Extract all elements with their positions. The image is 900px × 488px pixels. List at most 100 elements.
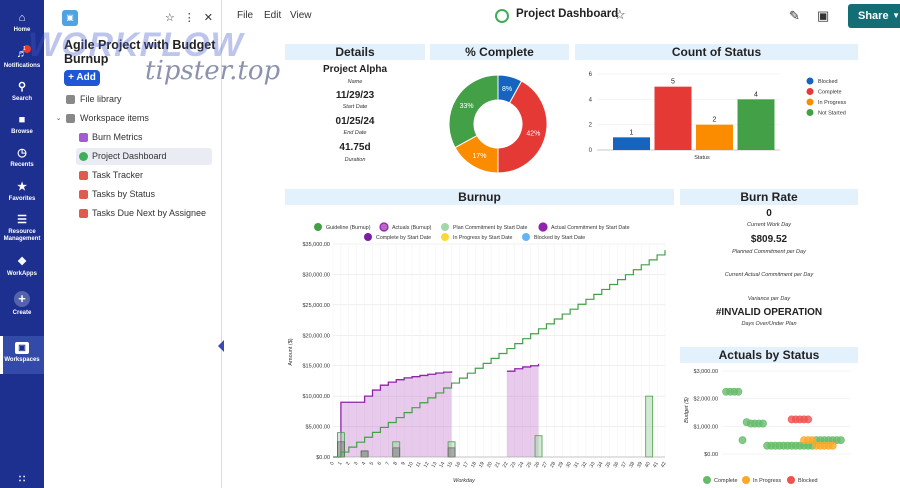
- scatter-point-complete: [824, 436, 833, 445]
- chevron-down-icon[interactable]: ▼: [892, 11, 900, 20]
- current-actual-commitment-label: Current Actual Commitment per Day: [724, 272, 814, 278]
- y-axis-label: Budget ($): [684, 397, 690, 423]
- x-tick-label: 2: [345, 461, 352, 467]
- legend-label: Complete: [714, 478, 738, 484]
- x-tick-label: 35: [604, 461, 612, 469]
- sidebar-item-tasks-by-status[interactable]: Tasks by Status: [44, 186, 214, 203]
- x-tick-label: 24: [517, 461, 525, 469]
- x-axis-label: Status: [694, 155, 710, 161]
- x-tick-label: 4: [361, 461, 368, 467]
- pie-label: 42%: [526, 131, 540, 138]
- legend-label: Actual Commitment by Start Date: [551, 225, 630, 231]
- x-tick-label: 39: [636, 461, 644, 469]
- search-icon: ⚲: [17, 81, 27, 93]
- scatter-point-in-progress: [812, 441, 821, 450]
- favorite-star-icon[interactable]: ☆: [164, 12, 175, 24]
- sheet-icon: [79, 209, 88, 218]
- y-tick-label: $25,000.00: [302, 303, 330, 309]
- y-tick-label: $2,000.00: [694, 397, 718, 403]
- plan-commitment-bar: [360, 450, 369, 458]
- share-button[interactable]: Share ▼: [848, 4, 900, 28]
- legend-label: Blocked: [798, 478, 818, 484]
- y-tick-label: 2: [589, 123, 593, 129]
- top-bar: File Edit View Project Dashboard ☆ ✎ ▣ S…: [222, 0, 900, 33]
- folder-icon: ■: [18, 114, 26, 126]
- watermark-subtext: tipster.top: [145, 56, 281, 86]
- complete-bar: [447, 447, 456, 458]
- legend-label: Blocked by Start Date: [534, 235, 585, 241]
- x-tick-label: 41: [652, 461, 660, 469]
- favorite-star-icon[interactable]: ☆: [614, 7, 626, 22]
- rail-resource-management[interactable]: ☰ Resource Management: [3, 214, 41, 242]
- x-tick-label: 15: [446, 461, 454, 469]
- x-tick-label: 29: [557, 461, 565, 469]
- x-tick-label: 38: [628, 461, 636, 469]
- close-icon[interactable]: ✕: [203, 12, 213, 24]
- percent-complete-header: % Complete: [430, 44, 569, 60]
- legend-swatch: [522, 233, 530, 241]
- pie-label: 17%: [472, 153, 486, 160]
- rail-workapps[interactable]: ❖ WorkApps: [7, 256, 37, 277]
- workspace-items-folder[interactable]: ⌄ Workspace items: [55, 113, 149, 123]
- clock-icon: ◷: [17, 147, 27, 159]
- end-date-value: 01/25/24: [335, 116, 375, 127]
- scatter-point-in-progress: [816, 441, 825, 450]
- rail-workspaces[interactable]: ▣ Workspaces: [0, 336, 44, 374]
- menu-file[interactable]: File: [237, 10, 254, 21]
- present-icon[interactable]: ▣: [817, 8, 830, 23]
- x-tick-label: 27: [541, 461, 549, 469]
- bell-icon: ♬: [16, 48, 28, 60]
- x-tick-label: 5: [369, 461, 376, 467]
- x-tick-label: 34: [597, 461, 605, 469]
- legend-swatch: [787, 476, 795, 484]
- x-tick-label: 25: [525, 461, 533, 469]
- report-icon: [79, 133, 88, 142]
- x-tick-label: 28: [549, 461, 557, 469]
- collapse-sidebar-handle[interactable]: [218, 340, 224, 352]
- scatter-point-in-progress: [820, 441, 829, 450]
- x-tick-label: 3: [353, 461, 360, 467]
- actual-commitment-line: [506, 363, 540, 372]
- y-tick-label: 6: [589, 72, 593, 78]
- edit-pencil-icon[interactable]: ✎: [789, 8, 800, 23]
- scatter-point-blocked: [804, 415, 812, 424]
- sidebar-item-burn-metrics[interactable]: Burn Metrics: [44, 129, 214, 146]
- bar-not-started: [737, 99, 775, 150]
- rail-recents[interactable]: ◷ Recents: [10, 147, 34, 168]
- x-tick-label: 7: [384, 461, 391, 467]
- legend-swatch: [806, 77, 814, 85]
- current-work-day-value: 0: [766, 208, 772, 219]
- legend-swatch: [441, 233, 449, 241]
- plan-commitment-bar: [447, 441, 456, 458]
- rail-search[interactable]: ⚲ Search: [11, 81, 32, 102]
- sidebar-item-project-dashboard[interactable]: Project Dashboard: [76, 148, 212, 165]
- scatter-point-complete: [800, 441, 808, 450]
- burn-rate-header: Burn Rate: [680, 189, 858, 205]
- sidebar-item-task-tracker[interactable]: Task Tracker: [44, 167, 214, 184]
- scatter-point-complete: [750, 419, 759, 428]
- rail-notifications[interactable]: ♬ Notifications: [3, 48, 41, 69]
- plan-commitment-bar: [645, 395, 654, 458]
- menu-edit[interactable]: Edit: [264, 10, 282, 21]
- file-library-item[interactable]: File library: [44, 91, 214, 108]
- y-tick-label: $3,000.00: [694, 369, 718, 375]
- scatter-point-blocked: [800, 415, 808, 424]
- bar-value-label: 5: [671, 79, 675, 86]
- add-button[interactable]: + Add: [64, 70, 100, 86]
- rail-favorites[interactable]: ★ Favorites: [8, 181, 36, 202]
- menu-view[interactable]: View: [290, 10, 312, 21]
- y-tick-label: $0.00: [316, 455, 330, 461]
- app-launcher-icon[interactable]: ∷: [18, 474, 26, 485]
- count-of-status-header: Count of Status: [575, 44, 858, 60]
- x-tick-label: 20: [486, 461, 494, 469]
- legend-swatch: [806, 109, 814, 116]
- scatter-point-complete: [787, 441, 796, 450]
- x-tick-label: 11: [415, 461, 423, 469]
- rail-browse[interactable]: ■ Browse: [11, 114, 33, 135]
- sidebar-item-tasks-due-next[interactable]: Tasks Due Next by Assignee: [44, 205, 214, 222]
- rail-create[interactable]: + Create: [12, 291, 32, 316]
- rail-home[interactable]: ⌂ Home: [13, 12, 31, 33]
- legend-label: Complete by Start Date: [376, 235, 431, 241]
- more-options-icon[interactable]: ⋮: [183, 12, 195, 24]
- left-rail: ⌂ Home ♬ Notifications 1 ⚲ Search ■ Brow…: [0, 0, 44, 488]
